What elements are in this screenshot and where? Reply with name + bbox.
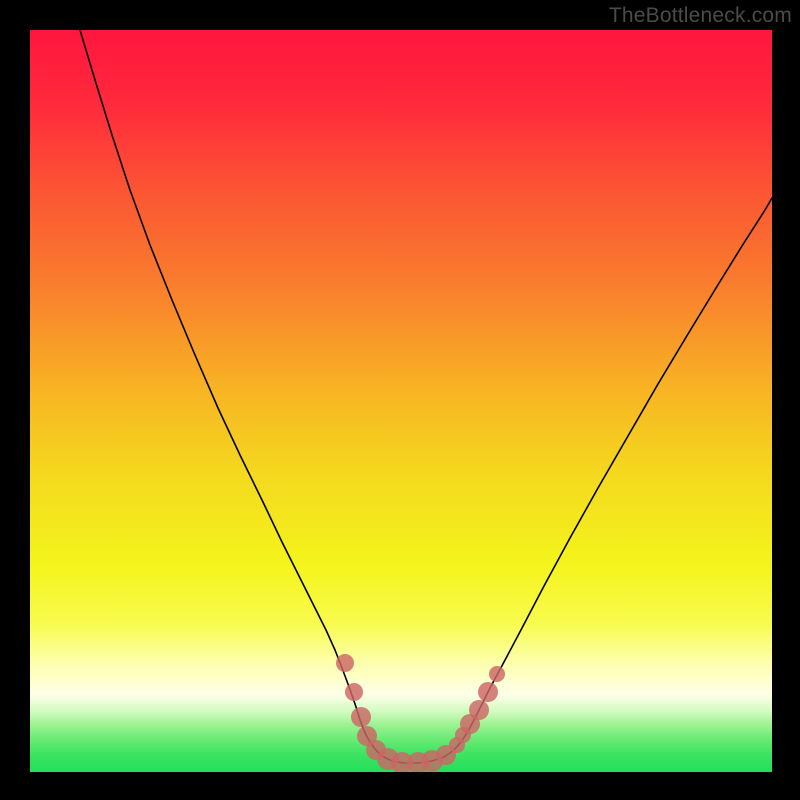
plot-svg (30, 30, 772, 772)
curve-marker (351, 707, 371, 727)
gradient-background (30, 30, 772, 772)
curve-marker (469, 700, 489, 720)
plot-area (30, 30, 772, 772)
chart-container: TheBottleneck.com (0, 0, 800, 800)
curve-marker (345, 683, 363, 701)
curve-marker (478, 682, 498, 702)
curve-marker (336, 654, 354, 672)
curve-marker (489, 666, 505, 682)
attribution-label: TheBottleneck.com (609, 4, 792, 28)
